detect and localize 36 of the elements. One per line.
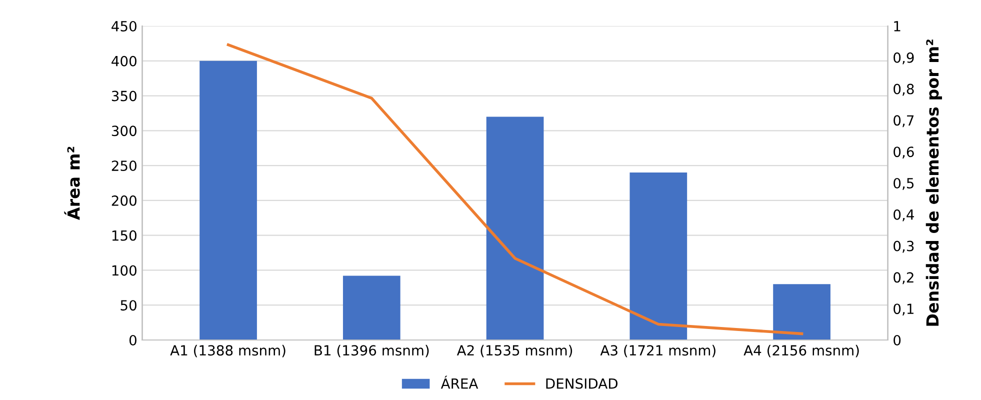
x-tick-label: A4 (2156 msnm) — [744, 344, 859, 358]
bar — [486, 116, 544, 340]
y-axis-title: Área m² — [64, 146, 80, 220]
y-tick-label: 200 — [112, 195, 136, 206]
bar — [630, 172, 688, 340]
legend-label: ÁREA — [440, 376, 478, 389]
y2-tick-label: 1 — [894, 21, 900, 32]
y-tick-label: 350 — [112, 90, 136, 102]
y-tick-label: 150 — [112, 230, 136, 241]
y2-tick-label: 0,3 — [894, 240, 914, 253]
bar — [773, 284, 830, 340]
y-tick-label: 300 — [112, 126, 136, 136]
y2-tick-label: 0,8 — [894, 84, 914, 96]
x-tick-label: A1 (1388 msnm) — [170, 344, 286, 358]
y2-axis-title: Densidad de elementos por m² — [926, 40, 942, 326]
y-tick-label: 250 — [112, 160, 136, 172]
y-tick-label: 400 — [112, 56, 136, 66]
y-tick-label: 50 — [120, 300, 136, 311]
y2-tick-label: 0 — [894, 334, 901, 346]
y2-tick-label: 0,4 — [894, 209, 914, 222]
y-tick-label: 100 — [112, 265, 136, 276]
y2-tick-label: 0,7 — [894, 115, 914, 128]
y-tick-label: 0 — [129, 334, 136, 346]
y-tick-label: 450 — [112, 20, 136, 32]
x-tick-label: A3 (1721 msnm) — [600, 344, 716, 358]
bar — [342, 276, 400, 340]
x-tick-label: A2 (1535 msnm) — [456, 344, 572, 358]
y2-tick-label: 0,2 — [894, 272, 914, 284]
legend-label: DENSIDAD — [546, 378, 618, 389]
y2-tick-label: 0,5 — [894, 178, 914, 190]
x-tick-label: B1 (1396 msnm) — [314, 344, 429, 358]
y2-tick-label: 0,9 — [894, 52, 914, 64]
bar — [200, 60, 257, 340]
y2-tick-label: 0,6 — [894, 146, 914, 158]
line-series — [226, 43, 804, 336]
y2-tick-label: 0,1 — [894, 304, 914, 316]
